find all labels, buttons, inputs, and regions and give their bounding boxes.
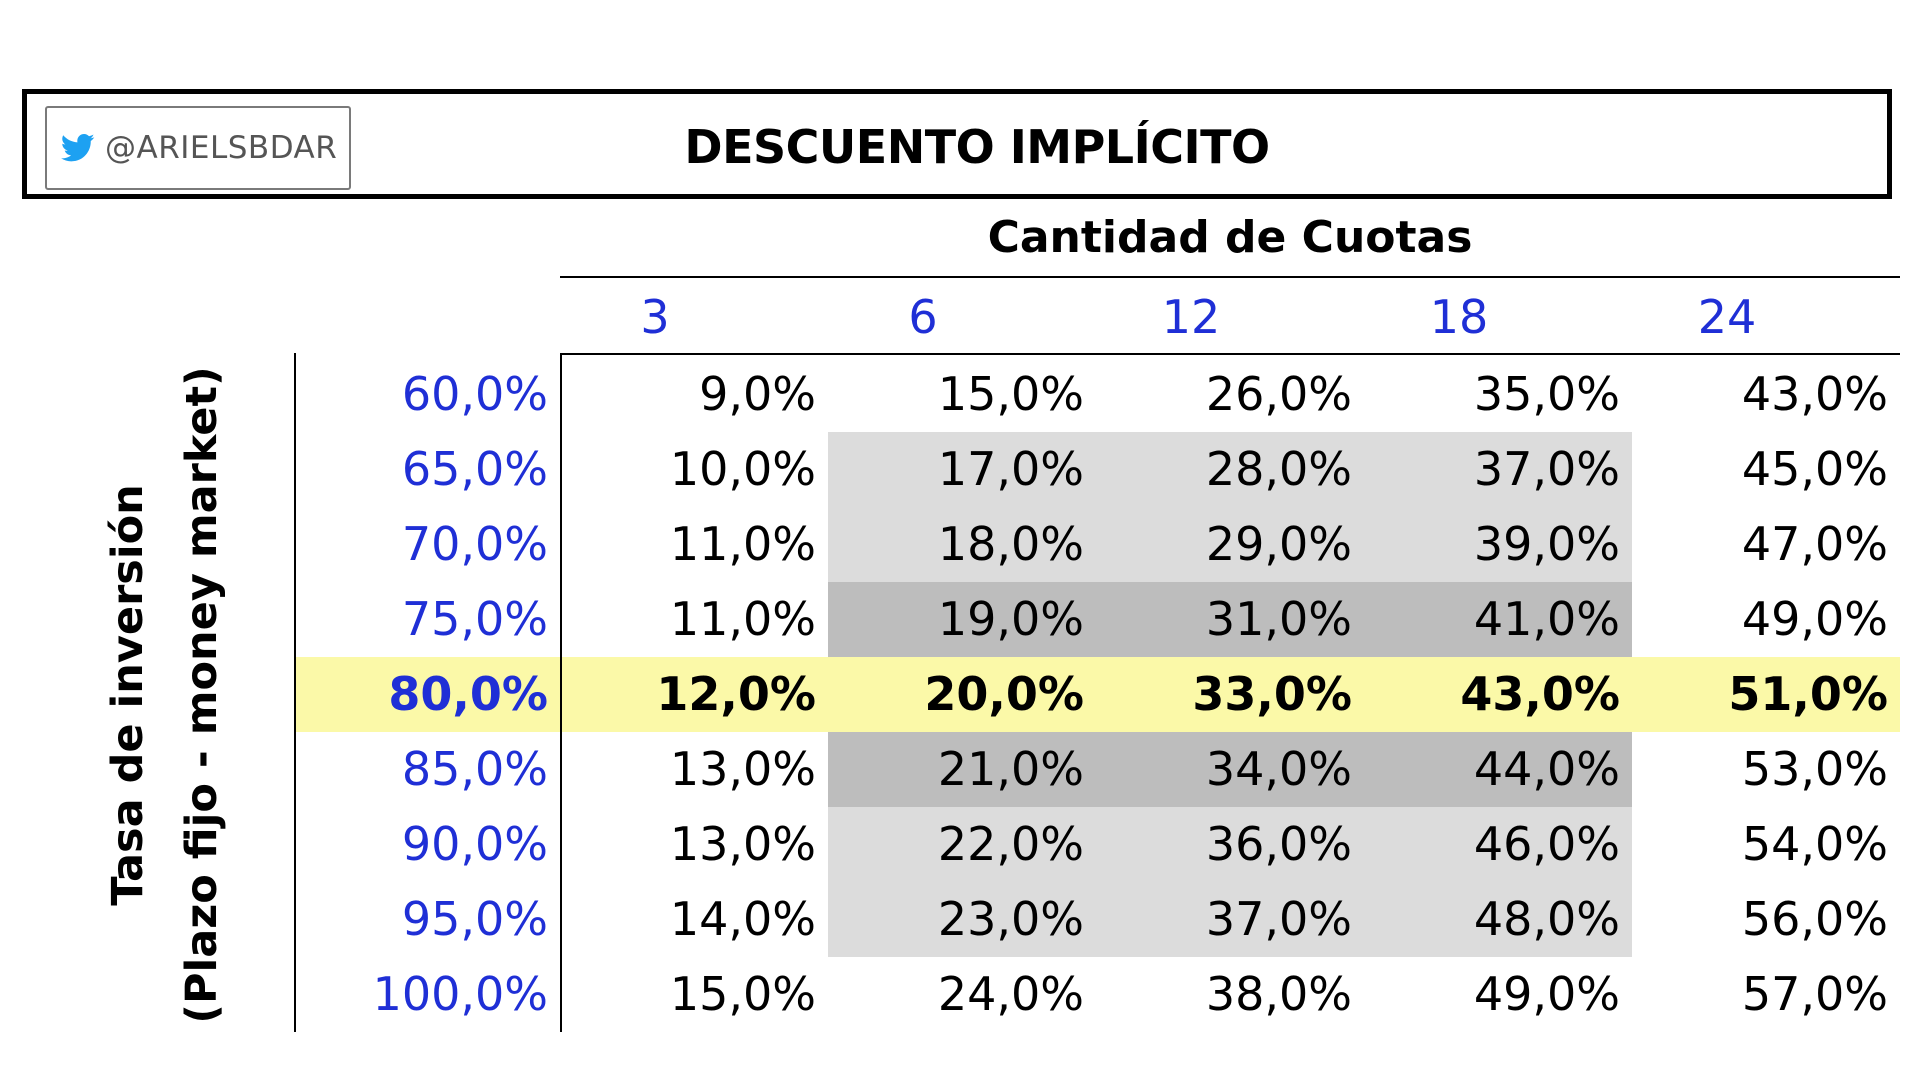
table-cell: 24,0% <box>937 967 1084 1021</box>
row-label: 95,0% <box>401 892 548 946</box>
row-label: 65,0% <box>401 442 548 496</box>
twitter-handle: @ARIELSBDAR <box>105 130 338 166</box>
table-cell: 48,0% <box>1473 892 1620 946</box>
table-cell: 26,0% <box>1205 367 1352 421</box>
row-label: 85,0% <box>401 742 548 796</box>
table-cell: 17,0% <box>937 442 1084 496</box>
table-title: DESCUENTO IMPLÍCITO <box>684 120 1270 174</box>
table-cell: 34,0% <box>1205 742 1352 796</box>
table-cell: 35,0% <box>1473 367 1620 421</box>
table-cell: 38,0% <box>1205 967 1352 1021</box>
table-cell: 19,0% <box>937 592 1084 646</box>
table-cell: 43,0% <box>1741 367 1888 421</box>
table-cell: 9,0% <box>699 367 816 421</box>
row-label: 75,0% <box>401 592 548 646</box>
table-cell: 49,0% <box>1473 967 1620 1021</box>
y-axis-title-line2: (Plazo fijo - money market) <box>177 366 227 1024</box>
row-label: 80,0% <box>388 667 548 721</box>
column-header-underline <box>560 353 1900 355</box>
table-cell: 21,0% <box>937 742 1084 796</box>
table-cell: 11,0% <box>669 592 816 646</box>
table-cell: 51,0% <box>1728 667 1888 721</box>
table-cell: 37,0% <box>1205 892 1352 946</box>
table-cell: 37,0% <box>1473 442 1620 496</box>
table-cell: 44,0% <box>1473 742 1620 796</box>
table-cell: 12,0% <box>656 667 816 721</box>
table-cell: 56,0% <box>1741 892 1888 946</box>
table-cell: 45,0% <box>1741 442 1888 496</box>
header-box: @ARIELSBDAR DESCUENTO IMPLÍCITO <box>22 89 1892 199</box>
table-cell: 53,0% <box>1741 742 1888 796</box>
twitter-handle-badge: @ARIELSBDAR <box>45 106 351 190</box>
row-label: 70,0% <box>401 517 548 571</box>
table-cell: 22,0% <box>937 817 1084 871</box>
shaded-band <box>828 432 1632 507</box>
column-header: 12 <box>1161 290 1221 344</box>
row-label-divider <box>560 353 562 1032</box>
column-header: 24 <box>1697 290 1757 344</box>
column-header: 3 <box>640 290 670 344</box>
header-underline <box>560 276 1900 278</box>
y-axis-title-line1: Tasa de inversión <box>103 484 153 906</box>
table-cell: 33,0% <box>1192 667 1352 721</box>
table-cell: 39,0% <box>1473 517 1620 571</box>
row-label: 100,0% <box>372 967 548 1021</box>
table-cell: 15,0% <box>669 967 816 1021</box>
table-cell: 13,0% <box>669 742 816 796</box>
shaded-band <box>828 507 1632 582</box>
left-divider <box>294 353 296 1032</box>
table-cell: 41,0% <box>1473 592 1620 646</box>
table-cell: 15,0% <box>937 367 1084 421</box>
table-cell: 20,0% <box>924 667 1084 721</box>
highlight-row-band <box>296 657 1900 732</box>
table-cell: 31,0% <box>1205 592 1352 646</box>
table-cell: 43,0% <box>1460 667 1620 721</box>
table-cell: 13,0% <box>669 817 816 871</box>
row-label: 60,0% <box>401 367 548 421</box>
table-cell: 18,0% <box>937 517 1084 571</box>
row-label: 90,0% <box>401 817 548 871</box>
table-cell: 14,0% <box>669 892 816 946</box>
shaded-band <box>828 732 1632 807</box>
table-cell: 47,0% <box>1741 517 1888 571</box>
shaded-band <box>828 882 1632 957</box>
table-cell: 23,0% <box>937 892 1084 946</box>
table-cell: 49,0% <box>1741 592 1888 646</box>
table-cell: 57,0% <box>1741 967 1888 1021</box>
column-header: 6 <box>908 290 938 344</box>
column-header: 18 <box>1429 290 1489 344</box>
table-cell: 46,0% <box>1473 817 1620 871</box>
shaded-band <box>828 582 1632 657</box>
y-axis-title: Tasa de inversión (Plazo fijo - money ma… <box>95 365 235 1025</box>
table-cell: 11,0% <box>669 517 816 571</box>
table-cell: 29,0% <box>1205 517 1352 571</box>
twitter-bird-icon <box>61 133 95 162</box>
table-cell: 10,0% <box>669 442 816 496</box>
table-cell: 28,0% <box>1205 442 1352 496</box>
table-cell: 54,0% <box>1741 817 1888 871</box>
x-axis-title: Cantidad de Cuotas <box>987 212 1473 263</box>
shaded-band <box>828 807 1632 882</box>
table-cell: 36,0% <box>1205 817 1352 871</box>
